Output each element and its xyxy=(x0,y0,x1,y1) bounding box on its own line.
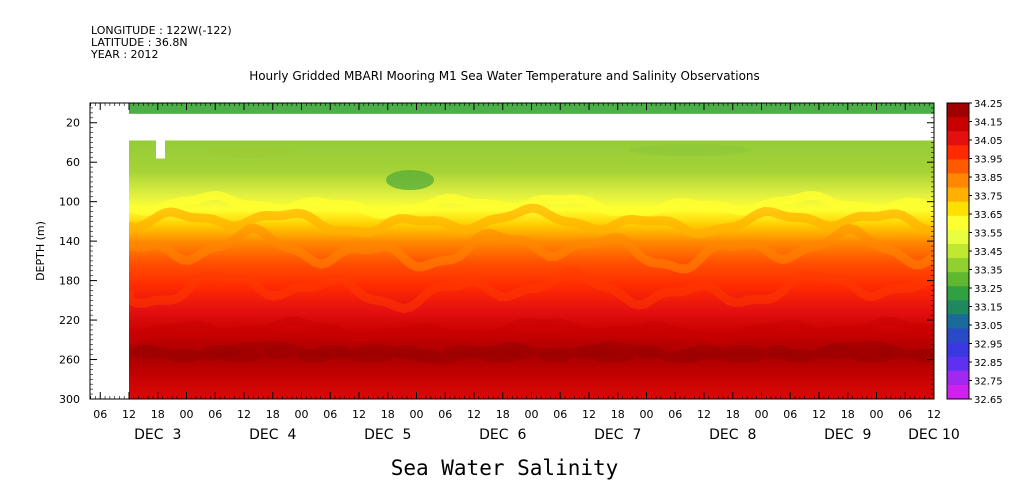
colorbar-swatch xyxy=(947,342,969,358)
day-label: DEC 6 xyxy=(479,427,526,443)
longitude-label: LONGITUDE : 122W(-122) xyxy=(91,24,232,37)
x-tick-label: 12 xyxy=(237,408,251,421)
x-tick-label: 06 xyxy=(438,408,452,421)
colorbar-label: 33.45 xyxy=(974,247,1003,258)
colorbar: 34.25 34.15 34.05 33.95 33.85 33.75 33.65 33.55… xyxy=(946,99,1003,406)
y-tick-label: 60 xyxy=(66,156,80,169)
day-label: DEC 10 xyxy=(908,427,960,443)
colorbar-label: 33.95 xyxy=(974,155,1003,166)
y-tick-label: 300 xyxy=(59,393,80,406)
colorbar-swatch xyxy=(947,145,969,160)
colorbar-label: 33.25 xyxy=(974,284,1003,295)
colorbar-label: 33.05 xyxy=(974,321,1003,332)
colorbar-label: 33.55 xyxy=(974,229,1003,240)
plot-area xyxy=(129,103,934,399)
day-label: DEC 8 xyxy=(709,427,756,443)
x-tick-label: 06 xyxy=(208,408,222,421)
colorbar-swatch xyxy=(947,215,969,231)
colorbar-label: 33.85 xyxy=(974,173,1003,184)
x-tick-label: 00 xyxy=(640,408,654,421)
colorbar-swatch xyxy=(947,117,969,132)
colorbar-label: 32.95 xyxy=(974,340,1003,351)
colorbar-swatch xyxy=(947,272,969,287)
x-tick-label: 00 xyxy=(525,408,539,421)
day-label: DEC 3 xyxy=(134,427,181,443)
colorbar-swatch xyxy=(947,131,969,146)
year-label: YEAR : 2012 xyxy=(91,48,159,61)
no-data-gap xyxy=(129,113,934,141)
x-tick-label: 12 xyxy=(697,408,711,421)
colorbar-label: 32.85 xyxy=(974,358,1003,369)
y-tick-label: 20 xyxy=(66,117,80,130)
y-tick-label: 100 xyxy=(59,196,80,209)
x-tick-label: 18 xyxy=(266,408,280,421)
x-tick-label: 06 xyxy=(323,408,337,421)
x-tick-label: 18 xyxy=(726,408,740,421)
colorbar-swatch xyxy=(947,159,969,174)
chart-title: Hourly Gridded MBARI Mooring M1 Sea Wate… xyxy=(249,69,760,83)
day-label: DEC 5 xyxy=(364,427,411,443)
x-tick-label: 12 xyxy=(352,408,366,421)
colorbar-swatch xyxy=(947,173,969,189)
x-tick-label: 12 xyxy=(812,408,826,421)
colorbar-label: 34.05 xyxy=(974,136,1003,147)
x-tick-label: 06 xyxy=(93,408,107,421)
x-tick-label: 00 xyxy=(870,408,884,421)
salinity-chart: 06 12 18 00 06 12 18 00 06 12 18 00 06 12 18 00 06 12 18 00… xyxy=(34,99,1003,443)
colorbar-swatch xyxy=(947,300,969,315)
x-tick-label: 18 xyxy=(841,408,855,421)
colorbar-label: 33.65 xyxy=(974,210,1003,221)
x-tick-label: 00 xyxy=(180,408,194,421)
colorbar-swatch xyxy=(947,187,969,203)
x-tick-label: 12 xyxy=(122,408,136,421)
colorbar-label: 32.65 xyxy=(974,395,1003,406)
axes: 06 12 18 00 06 12 18 00 06 12 18 00 06 12 18 00 06 12 18 00… xyxy=(34,102,960,443)
colorbar-swatch xyxy=(947,103,969,118)
colorbar-label: 34.25 xyxy=(974,99,1003,110)
latitude-label: LATITUDE : 36.8N xyxy=(91,36,188,49)
colorbar-swatch xyxy=(947,201,969,217)
x-tick-label: 00 xyxy=(410,408,424,421)
no-data-notch xyxy=(156,139,165,159)
colorbar-label: 33.15 xyxy=(974,303,1003,314)
day-label: DEC 4 xyxy=(249,427,296,443)
x-tick-label: 00 xyxy=(755,408,769,421)
x-tick-label: 12 xyxy=(927,408,941,421)
y-axis-title: DEPTH (m) xyxy=(34,221,47,281)
x-tick-label: 18 xyxy=(611,408,625,421)
y-tick-label: 140 xyxy=(59,235,80,248)
x-tick-label: 06 xyxy=(668,408,682,421)
colorbar-swatch xyxy=(947,370,969,386)
colorbar-label: 32.75 xyxy=(974,377,1003,388)
colorbar-swatch xyxy=(947,243,969,259)
colorbar-swatch xyxy=(947,258,969,273)
y-tick-label: 260 xyxy=(59,354,80,367)
x-tick-label: 12 xyxy=(582,408,596,421)
x-tick-label: 18 xyxy=(151,408,165,421)
x-tick-label: 18 xyxy=(381,408,395,421)
colorbar-label: 33.75 xyxy=(974,192,1003,203)
x-tick-label: 12 xyxy=(467,408,481,421)
x-tick-label: 06 xyxy=(783,408,797,421)
colorbar-label: 33.35 xyxy=(974,266,1003,277)
colorbar-swatch xyxy=(947,356,969,372)
x-tick-label: 06 xyxy=(898,408,912,421)
colorbar-swatch xyxy=(947,314,969,330)
x-axis-title: Sea Water Salinity xyxy=(390,456,619,480)
colorbar-swatch xyxy=(947,229,969,245)
colorbar-label: 34.15 xyxy=(974,118,1003,129)
day-label: DEC 9 xyxy=(824,427,871,443)
colorbar-swatch xyxy=(947,328,969,344)
colorbar-swatch xyxy=(947,384,969,400)
day-label: DEC 7 xyxy=(594,427,641,443)
x-tick-label: 18 xyxy=(496,408,510,421)
colorbar-swatch xyxy=(947,286,969,301)
y-tick-label: 180 xyxy=(59,275,80,288)
x-tick-label: 06 xyxy=(553,408,567,421)
x-tick-label: 00 xyxy=(295,408,309,421)
y-tick-label: 220 xyxy=(59,314,80,327)
